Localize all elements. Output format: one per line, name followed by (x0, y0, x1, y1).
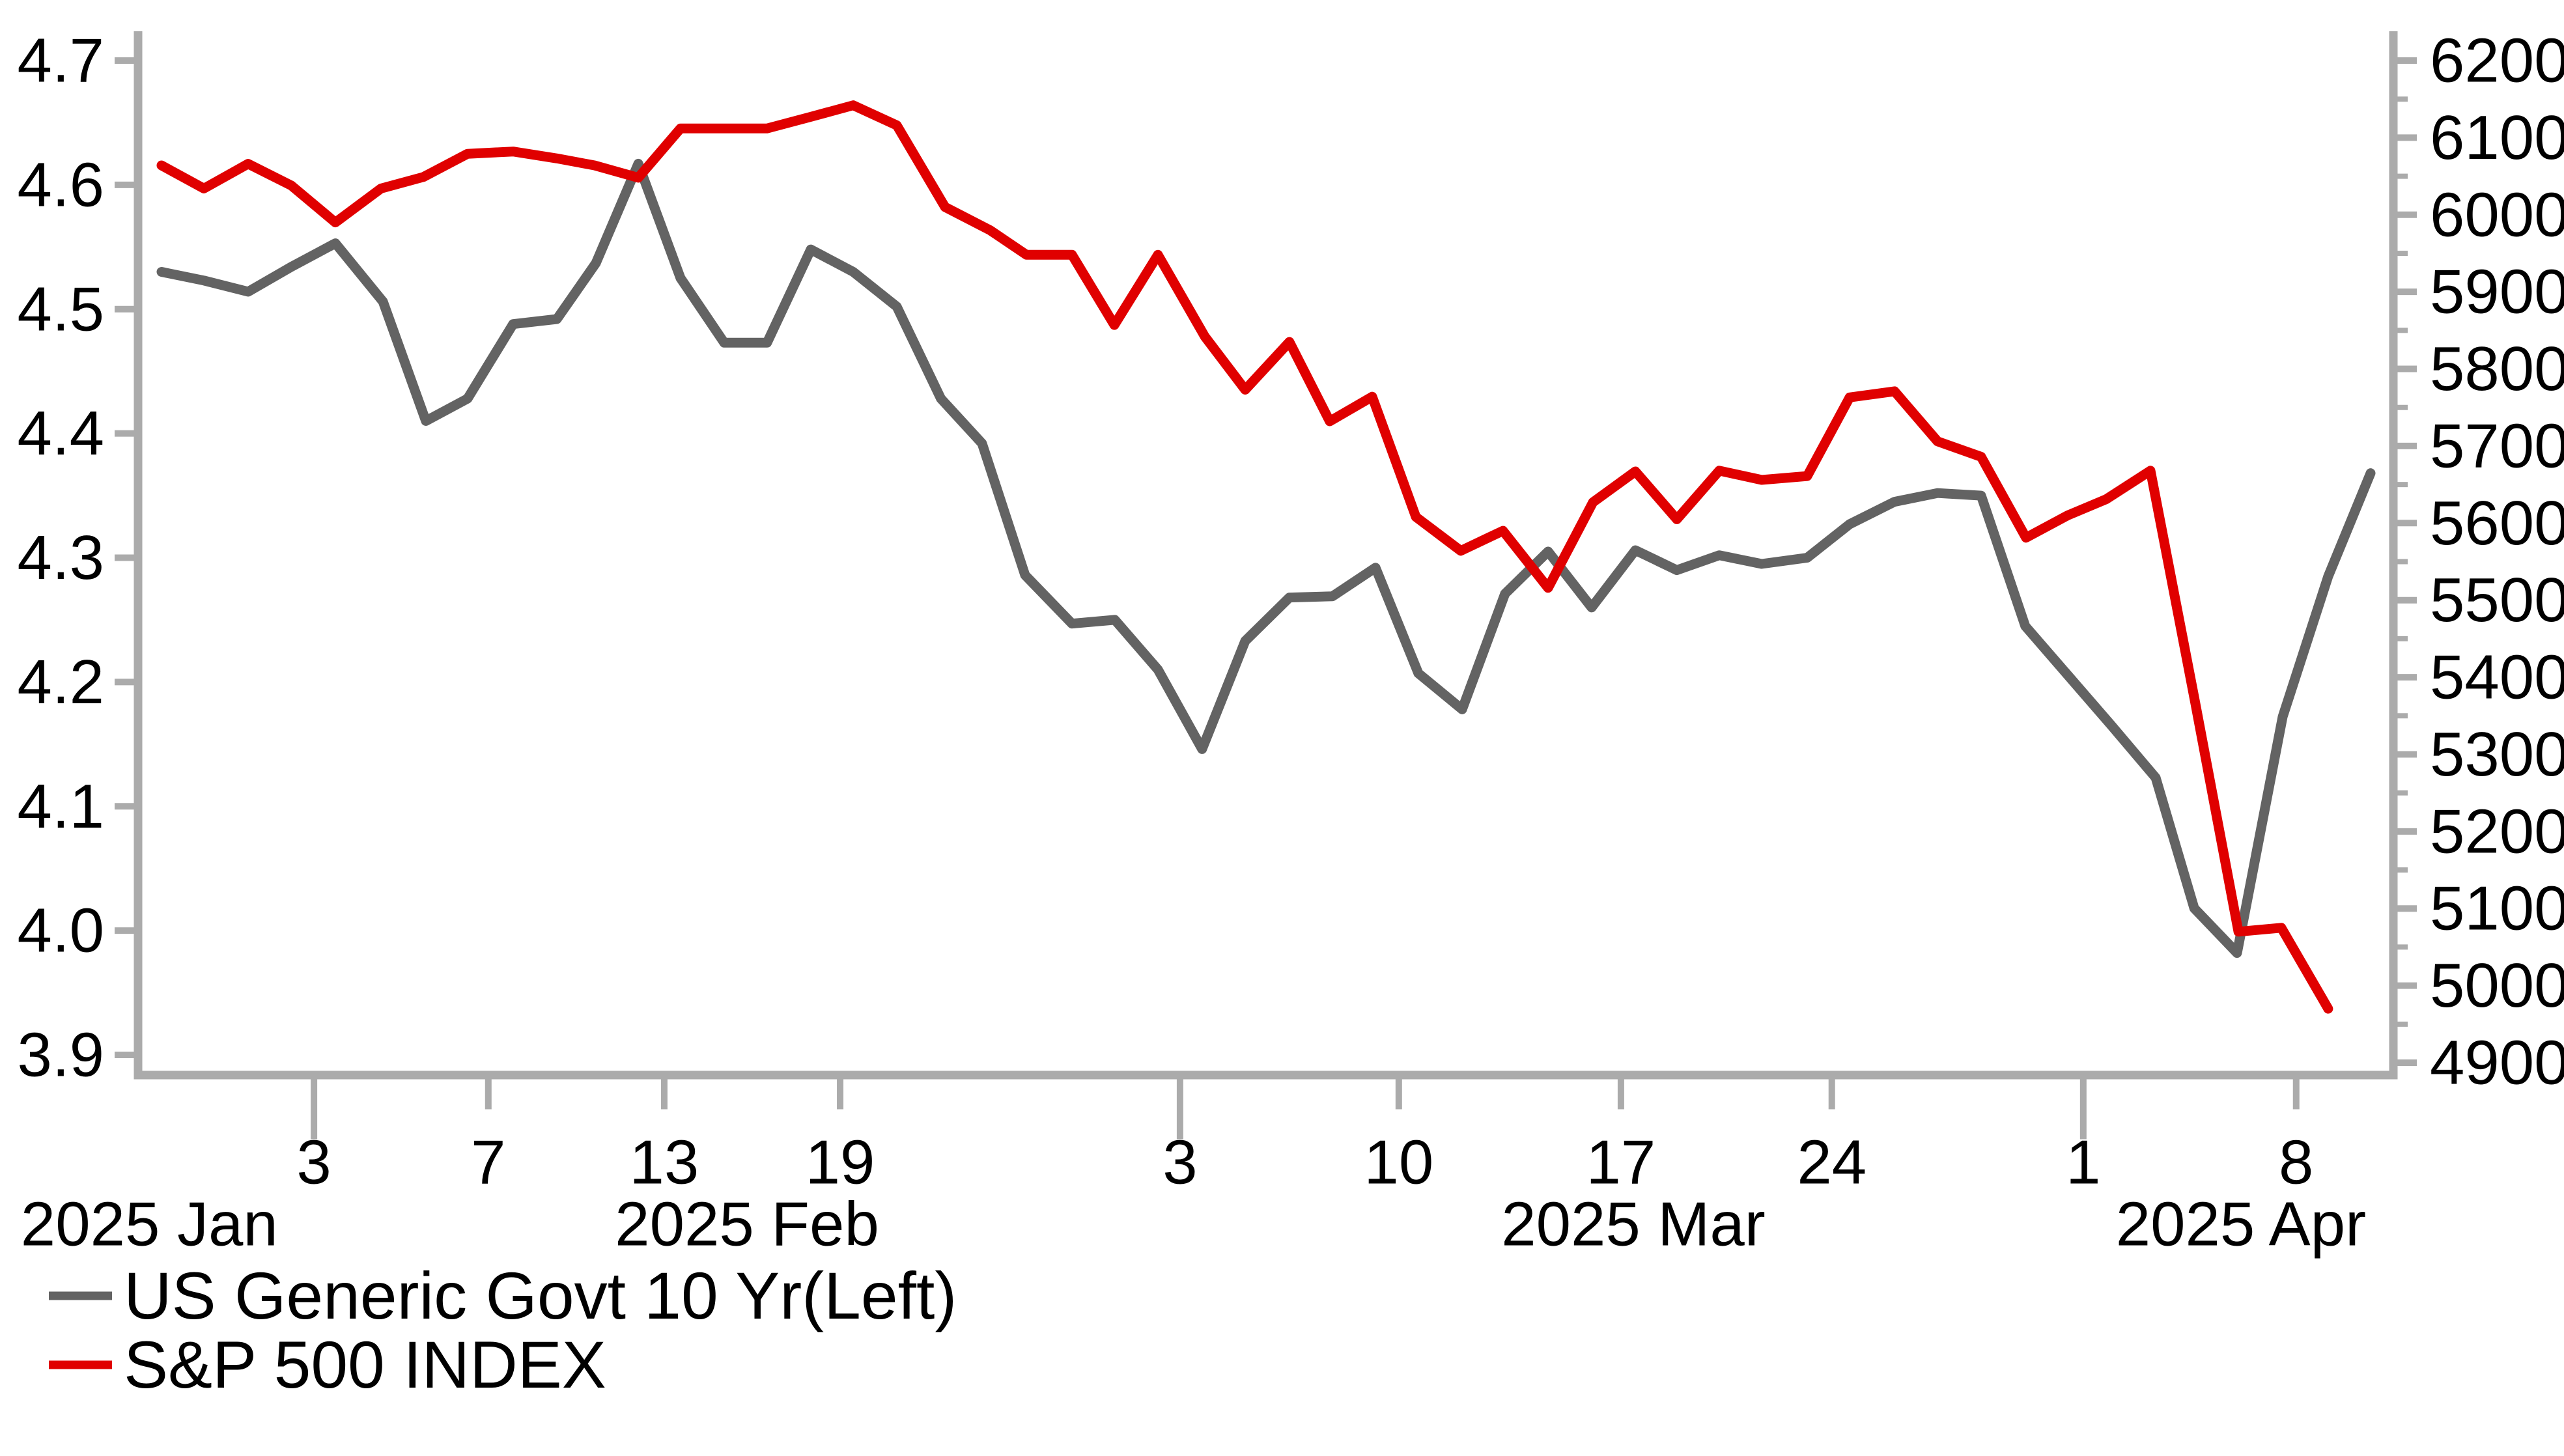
x-axis-month-label: 2025 Mar (1501, 1190, 1766, 1259)
right-axis-tick-label: 5100 (2430, 874, 2564, 944)
x-axis-month-label: 2025 Jan (21, 1190, 278, 1259)
legend-label: S&P 500 INDEX (124, 1328, 606, 1402)
series-group (156, 100, 2376, 1014)
right-axis-tick-label: 6100 (2430, 103, 2564, 173)
left-axis-tick-label: 4.3 (18, 523, 104, 593)
series-line-yield (156, 158, 2376, 958)
x-axis-day-label: 1 (2066, 1128, 2100, 1197)
right-axis-tick-label: 6000 (2430, 180, 2564, 249)
left-axis-group: 4.7 4.6 4.5 4.4 4.3 4.2 4.1 4.0 3.9 (18, 26, 138, 1090)
x-axis-month-label: 2025 Apr (2116, 1190, 2366, 1259)
x-axis-day-label: 10 (1364, 1128, 1433, 1197)
left-axis-tick-label: 4.4 (18, 399, 104, 468)
series-line-spx (156, 100, 2333, 1014)
right-axis-tick-label: 5300 (2430, 720, 2564, 789)
right-axis-tick-label: 5800 (2430, 334, 2564, 404)
x-axis-day-label: 19 (806, 1128, 875, 1197)
right-axis-tick-label: 5200 (2430, 796, 2564, 866)
left-axis-tick-label: 4.5 (18, 274, 104, 344)
left-axis-tick-label: 3.9 (18, 1020, 104, 1090)
right-axis-tick-label: 6200 (2430, 26, 2564, 96)
x-axis-day-label: 3 (296, 1128, 331, 1197)
right-axis-tick-label: 5400 (2430, 643, 2564, 712)
legend-group: US Generic Govt 10 Yr(Left)S&P 500 INDEX (49, 1259, 957, 1402)
x-axis-day-label: 3 (1162, 1128, 1197, 1197)
left-axis-tick-label: 4.1 (18, 772, 104, 841)
x-axis-day-label: 8 (2279, 1128, 2313, 1197)
right-axis-tick-label: 5600 (2430, 488, 2564, 558)
x-axis-day-label: 13 (630, 1128, 699, 1197)
left-axis-tick-label: 4.0 (18, 896, 104, 966)
x-axis-day-label: 17 (1586, 1128, 1656, 1197)
bottom-axis-group: 3 7 13 19 3 10 17 24 1 8 2025 Jan 2025 Feb 2025 Mar 2… (21, 1079, 2366, 1259)
right-axis-tick-label: 5900 (2430, 257, 2564, 327)
right-axis-tick-label: 5700 (2430, 411, 2564, 481)
x-axis-month-label: 2025 Feb (615, 1190, 879, 1259)
right-axis-tick-label: 5500 (2430, 565, 2564, 635)
x-axis-day-label: 7 (471, 1128, 505, 1197)
legend-label: US Generic Govt 10 Yr(Left) (124, 1259, 957, 1333)
x-axis-day-label: 24 (1797, 1128, 1867, 1197)
left-axis-tick-label: 4.7 (18, 26, 104, 96)
left-axis-tick-label: 4.6 (18, 150, 104, 219)
left-axis-tick-label: 4.2 (18, 647, 104, 717)
axes-group (134, 31, 2398, 1080)
right-axis-tick-label: 4900 (2430, 1028, 2564, 1098)
right-axis-tick-label: 5000 (2430, 951, 2564, 1020)
